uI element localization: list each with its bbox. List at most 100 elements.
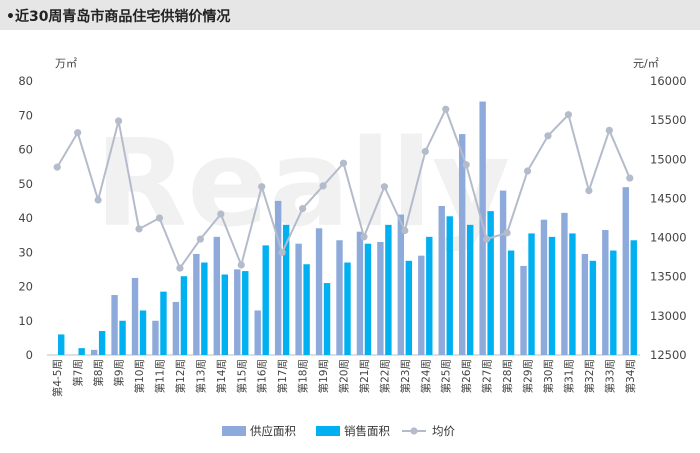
right-axis-unit: 元/㎡ <box>633 57 659 70</box>
legend-swatch-supply <box>222 426 246 436</box>
left-axis-tick-label: 0 <box>26 348 33 362</box>
right-axis-tick-label: 13500 <box>650 270 687 284</box>
bar-supply <box>213 236 221 355</box>
x-tick-label: 第12周 <box>174 359 187 393</box>
bar-sales <box>160 291 167 355</box>
x-tick-label: 第4-5周 <box>51 359 64 397</box>
right-axis-tick-label: 14000 <box>650 231 687 245</box>
x-tick-label: 第15周 <box>235 359 248 393</box>
right-axis-tick-label: 13000 <box>650 309 687 323</box>
price-point <box>258 183 266 191</box>
x-tick-label: 第16周 <box>256 359 269 393</box>
x-tick-label: 第13周 <box>194 359 207 393</box>
bar-sales <box>610 250 617 355</box>
x-tick-label: 第10周 <box>133 359 146 393</box>
right-axis-tick-label: 15000 <box>650 152 687 166</box>
price-point <box>462 161 470 169</box>
chart-header: •近30周青岛市商品住宅供销价情况 <box>0 0 700 30</box>
bar-sales <box>466 224 474 355</box>
left-axis-tick-label: 60 <box>18 143 33 157</box>
x-tick-label: 第17周 <box>276 359 289 393</box>
x-tick-label: 第27周 <box>481 359 494 393</box>
left-axis-tick-label: 10 <box>18 314 33 328</box>
price-point <box>523 167 532 175</box>
left-axis-tick-label: 40 <box>18 211 33 225</box>
x-tick-label: 第25周 <box>440 359 453 393</box>
bar-supply <box>131 277 139 355</box>
price-point <box>442 105 450 113</box>
bar-sales <box>98 331 106 355</box>
price-point <box>339 159 348 167</box>
bar-supply <box>520 265 527 355</box>
bar-sales <box>589 260 597 355</box>
bar-sales <box>364 243 372 355</box>
legend-label-supply: 供应面积 <box>250 424 296 438</box>
right-axis-tick-label: 14500 <box>650 191 687 205</box>
bar-supply <box>356 231 364 355</box>
price-point <box>585 187 593 195</box>
bar-sales <box>262 245 269 355</box>
bar-supply <box>540 219 548 355</box>
x-tick-label: 第30周 <box>542 359 555 393</box>
price-point <box>299 205 307 213</box>
bar-supply <box>397 214 405 355</box>
price-point <box>401 226 409 235</box>
bar-sales <box>201 262 208 355</box>
price-point <box>483 235 491 243</box>
left-axis-tick-label: 70 <box>18 108 33 122</box>
x-tick-label: 第26周 <box>460 359 473 393</box>
legend-label-price: 均价 <box>432 424 455 438</box>
bar-sales <box>548 236 556 355</box>
price-point <box>196 235 204 243</box>
bar-supply <box>193 253 200 355</box>
left-axis-unit: 万㎡ <box>55 57 77 70</box>
bar-sales <box>242 271 249 355</box>
x-tick-label: 第11周 <box>153 359 166 393</box>
x-tick-label: 第32周 <box>583 359 596 393</box>
x-tick-label: 第29周 <box>522 359 535 393</box>
bar-supply <box>111 295 118 355</box>
price-point <box>544 132 552 140</box>
x-tick-label: 第34周 <box>624 359 637 393</box>
bar-supply <box>315 228 323 355</box>
bar-sales <box>119 320 126 355</box>
bar-sales <box>58 334 65 355</box>
bar-sales <box>569 233 576 355</box>
bar-supply <box>274 200 282 355</box>
bar-supply <box>561 212 568 355</box>
price-point <box>94 196 102 204</box>
bar-sales <box>630 240 637 355</box>
bar-supply <box>622 187 629 355</box>
bar-sales <box>405 260 413 355</box>
x-tick-label: 第18周 <box>297 359 310 393</box>
x-tick-label: 第23周 <box>399 359 412 393</box>
bar-sales <box>507 250 515 355</box>
bar-supply <box>152 320 159 355</box>
price-point <box>380 183 388 191</box>
bar-sales <box>221 274 229 355</box>
price-point <box>605 126 613 134</box>
price-point <box>278 248 286 257</box>
x-tick-label: 第33周 <box>603 359 616 393</box>
bar-sales <box>180 276 188 355</box>
right-axis-tick-label: 15500 <box>650 113 687 127</box>
x-tick-label: 第21周 <box>358 359 371 393</box>
price-point <box>176 264 184 272</box>
x-tick-label: 第9周 <box>113 359 126 387</box>
bar-sales <box>528 233 535 355</box>
left-axis-tick-label: 80 <box>18 74 33 88</box>
bar-supply <box>234 269 241 355</box>
bar-supply <box>458 134 466 355</box>
bar-supply <box>295 243 302 355</box>
price-point <box>319 182 327 190</box>
x-tick-label: 第24周 <box>419 359 432 393</box>
bar-supply <box>254 310 261 355</box>
left-axis-tick-label: 50 <box>18 177 33 191</box>
bar-sales <box>139 310 147 355</box>
x-tick-label: 第31周 <box>562 359 575 393</box>
legend-label-sales: 销售面积 <box>344 424 390 438</box>
price-point <box>114 117 123 125</box>
x-tick-label: 第28周 <box>501 359 514 393</box>
x-tick-label: 第7周 <box>72 359 85 387</box>
